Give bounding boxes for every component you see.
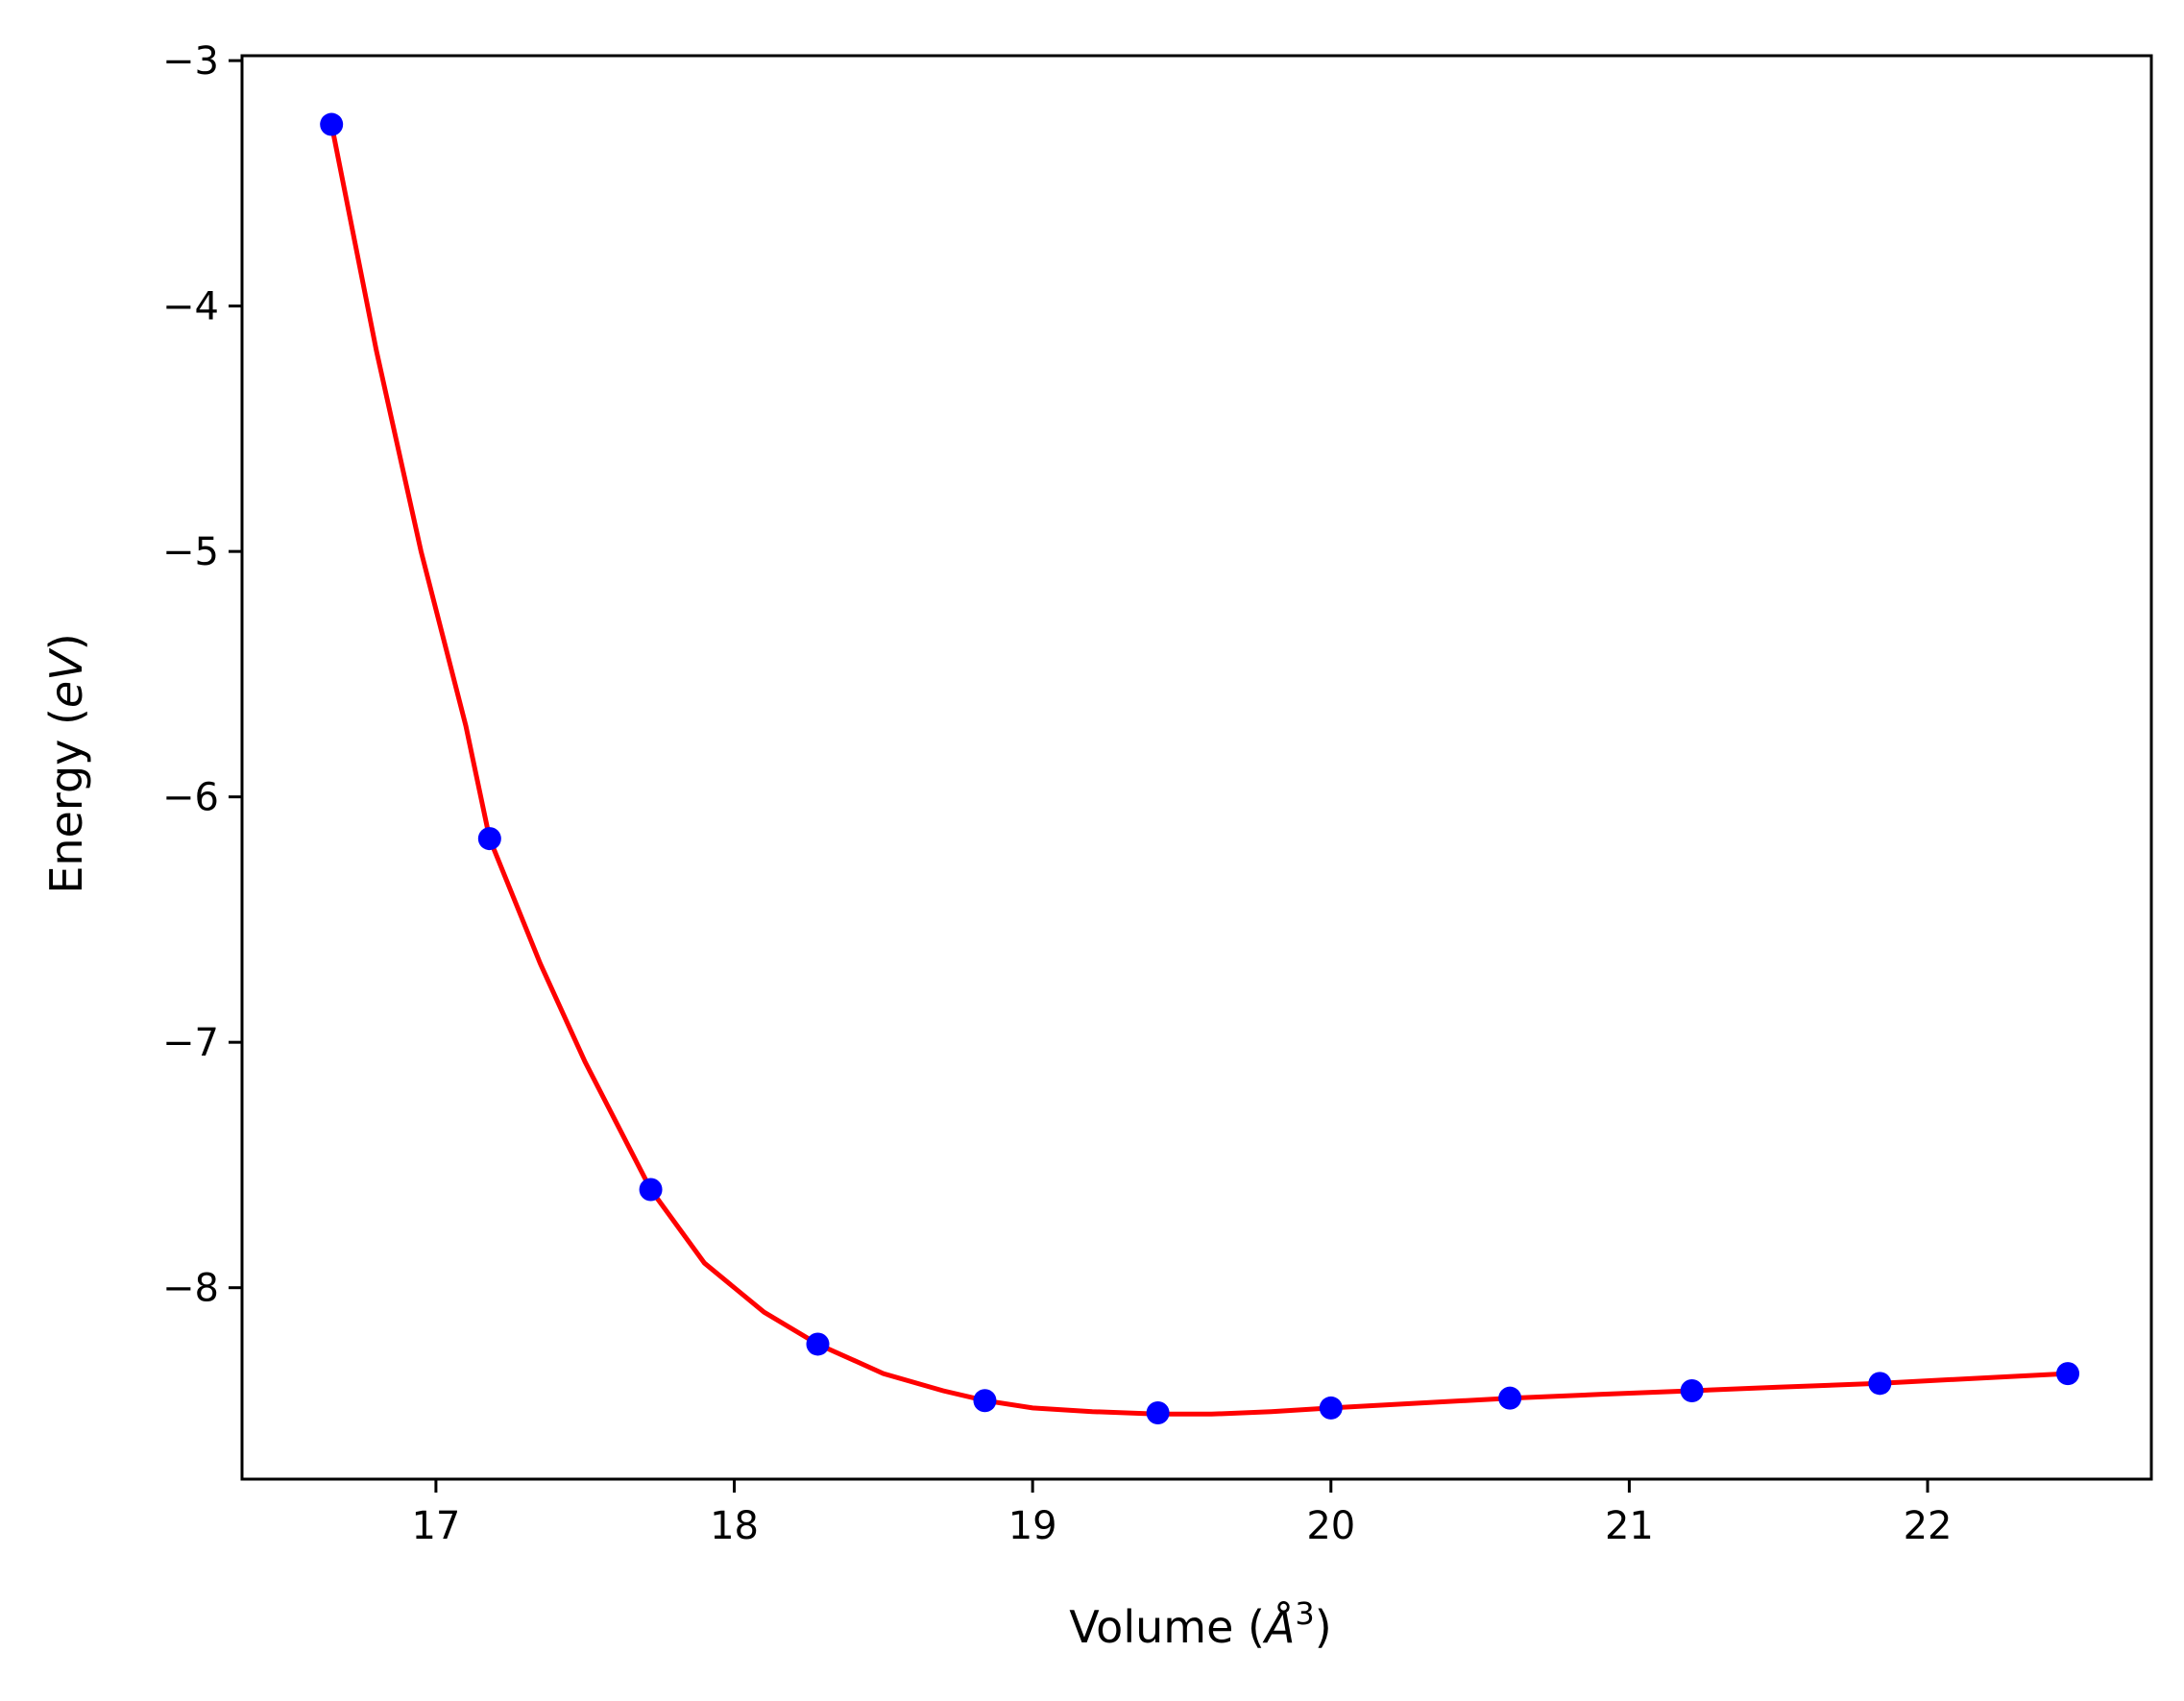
data-point: [1868, 1372, 1892, 1396]
y-tick-label: −4: [162, 285, 219, 329]
x-tick-label: 21: [1605, 1504, 1654, 1548]
x-tick-label: 18: [710, 1504, 759, 1548]
data-point: [1319, 1396, 1343, 1420]
y-tick-label: −8: [162, 1267, 219, 1311]
data-point: [1680, 1379, 1704, 1403]
x-tick-label: 22: [1904, 1504, 1953, 1548]
data-point: [320, 112, 344, 136]
x-tick-label: 19: [1008, 1504, 1057, 1548]
data-point: [1146, 1401, 1170, 1425]
y-tick-label: −3: [162, 39, 219, 84]
data-point: [973, 1389, 997, 1413]
data-point: [2056, 1362, 2080, 1386]
y-tick-label: −6: [162, 776, 219, 820]
x-tick-label: 20: [1306, 1504, 1355, 1548]
axes-frame: [240, 54, 2153, 1481]
x-axis-label: Volume (Å3): [1069, 1595, 1331, 1653]
x-axis-ticks: 17 18 19 20 21 22: [411, 1479, 1952, 1548]
plot-area: [320, 112, 2080, 1425]
data-points: [320, 112, 2080, 1425]
data-point: [806, 1332, 830, 1356]
data-point: [1498, 1386, 1522, 1410]
data-point: [477, 827, 501, 851]
x-tick-label: 17: [411, 1504, 460, 1548]
y-tick-label: −7: [162, 1021, 219, 1065]
y-axis-ticks: −8 −7 −6 −5 −4 −3: [162, 39, 242, 1311]
y-axis-label: Energy (eV): [40, 633, 92, 893]
fit-curve: [328, 124, 2069, 1417]
data-point: [639, 1178, 663, 1202]
y-tick-label: −5: [162, 530, 219, 574]
